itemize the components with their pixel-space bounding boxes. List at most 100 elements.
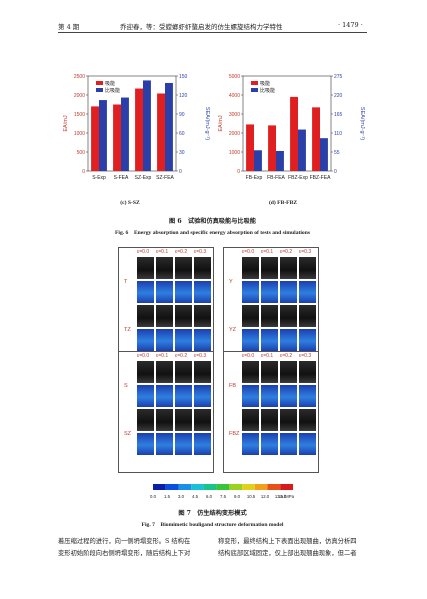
colorbar-tick-label: 1.5 [164,494,171,499]
experiment-photo [280,361,297,383]
chart-d-y2tick-label: 55 [334,150,340,156]
deformation-panel-bottom-right: ε=0.0 ε=0.1 ε=0.2 ε=0.3 FB FBZ [223,351,319,473]
simulation-render [137,329,154,351]
experiment-photo [175,305,192,327]
simulation-render [137,281,154,303]
chart-c-bar-ea [157,93,165,171]
colorbar-tick-label: 6.0 [206,494,213,499]
colorbar-segment [203,484,217,490]
chart-c-xtick-label: SZ-Exp [135,175,152,181]
chart-d-ytick-label: 2000 [229,131,240,137]
chart-c-y2label: SEA/(mJ·g⁻¹) [204,107,210,140]
subcaption-d: (d) FB-FBZ [268,200,298,206]
chart-c-y2tick-label: 30 [179,150,185,156]
strain-label: ε=0.2 [280,353,293,359]
simulation-render [137,385,154,407]
chart-c-legend-swatch-sea [96,88,103,92]
row-label: FB [229,383,237,389]
chart-c-ytick-label: 1500 [74,112,85,118]
simulation-render [156,329,173,351]
simulation-render [194,329,211,351]
experiment-photo [280,305,297,327]
running-title: 乔迎春，等：受螳螂虾虾螯启发的仿生螺旋结构力学特性 [120,23,283,31]
colorbar-segment [153,484,166,490]
chart-c-ytick-label: 1000 [74,131,85,137]
experiment-photo [280,257,297,279]
strain-label: ε=0.0 [137,249,150,255]
experiment-photo [299,257,316,279]
simulation-render [242,329,259,351]
chart-c-xtick-label: S-Exp [92,175,106,181]
chart-c-plot-frame [87,75,177,172]
chart-c-ytick-label: 0 [82,169,85,175]
simulation-render [175,329,192,351]
colorbar-tick-label: 3.0 [178,494,185,499]
chart-d-bar-ea [246,124,254,171]
chart-c-bar-ea [135,88,143,171]
strain-label: ε=0.1 [156,353,169,359]
simulation-render [261,281,278,303]
strain-label: ε=0.2 [175,249,188,255]
chart-c-ytick-label: 2500 [74,74,85,80]
experiment-photo [194,257,211,279]
simulation-render [261,433,278,455]
colorbar-tick-label: 15.0 [278,494,287,499]
chart-d-legend-swatch-ea [251,81,258,85]
colorbar-tick-label: 9.0 [234,494,241,499]
strain-label: ε=0.0 [242,249,255,255]
chart-d-ytick-label: 5000 [229,74,240,80]
colorbar-segment [165,484,179,490]
simulation-render [156,385,173,407]
simulation-render [242,433,259,455]
strain-label: ε=0.3 [194,249,207,255]
simulation-render [242,385,259,407]
colorbar-tick-label: 7.5 [220,494,227,499]
experiment-photo [137,305,154,327]
chart-d-y2label: SEA/(mJ·g⁻¹) [359,107,365,140]
chart-d-bar-sea [298,129,306,171]
chart-c-bar-ea [91,106,99,171]
chart-d-ytick-label: 1000 [229,150,240,156]
row-label: Y [229,279,233,285]
fig6-caption-en: Fig. 6 Energy absorption and specific en… [114,230,311,236]
chart-c-y2tick-label: 0 [179,169,182,175]
row-label: FBZ [229,431,240,437]
journal-issue: 第 4 期 [58,23,80,31]
deformation-panel-top-left: ε=0.0 ε=0.1 ε=0.2 ε=0.3 T TZ [118,247,214,361]
experiment-photo [261,305,278,327]
chart-d-bar-ea [290,96,298,171]
experiment-photo [175,409,192,431]
colorbar-segment [280,484,293,490]
chart-c-bar-sea [165,82,173,171]
chart-s-sz: 0 500 1000 1500 2000 2500 0 30 60 90 120 150 EA/mJ SE… [63,74,210,181]
simulation-render [175,385,192,407]
strain-label: ε=0.3 [299,249,312,255]
chart-c-y2tick-label: 150 [179,74,188,80]
experiment-photo [242,409,259,431]
experiment-photo [156,257,173,279]
experiment-photo [280,409,297,431]
chart-d-xtick-label: FBZ-Exp [288,175,308,181]
row-label: YZ [229,327,237,333]
chart-c-bar-ea [113,104,121,171]
chart-c-bar-sea [99,100,107,171]
chart-d-plot-frame [242,75,332,172]
chart-c-legend-label-ea: 吸能 [105,80,115,87]
colorbar-tick-label: 13.5 [275,494,284,499]
simulation-render [261,329,278,351]
experiment-photo [194,361,211,383]
chart-d-y2tick-label: 165 [334,112,343,118]
chart-d-xtick-label: FB-Exp [246,175,263,181]
simulation-render [280,281,297,303]
strain-label: ε=0.1 [261,249,274,255]
strain-label: ε=0.2 [280,249,293,255]
chart-d-legend-label-ea: 吸能 [260,80,270,87]
simulation-render [299,281,316,303]
experiment-photo [261,361,278,383]
experiment-photo [156,409,173,431]
simulation-render [280,433,297,455]
experiment-photo [137,409,154,431]
colorbar-segment [178,484,192,490]
colorbar-segment [242,484,255,490]
simulation-render [299,385,316,407]
